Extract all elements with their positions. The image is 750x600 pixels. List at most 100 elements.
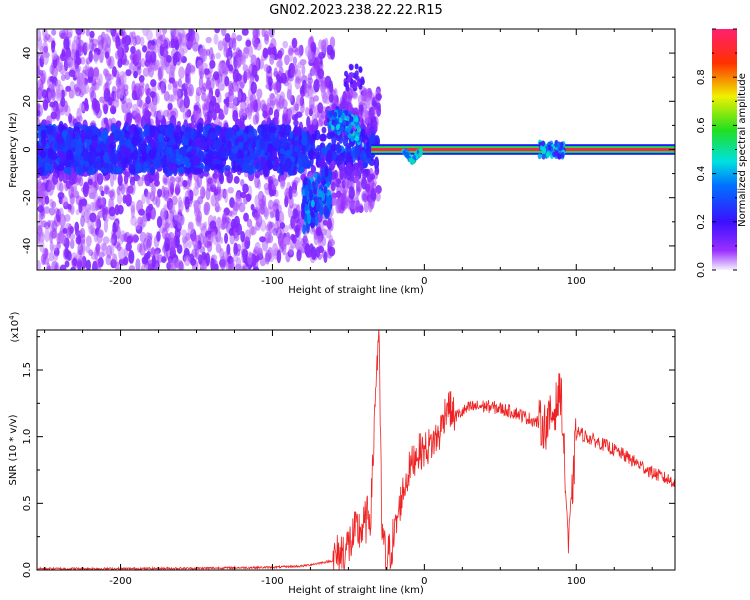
spectrogram-cell	[209, 59, 216, 69]
spectrogram-cell	[372, 100, 377, 107]
spectrogram-cell	[115, 261, 120, 270]
spectrogram-cell	[196, 122, 204, 134]
spectrogram-cell	[218, 128, 226, 140]
spectrogram-cell	[251, 140, 256, 151]
spectrogram-cell	[97, 210, 104, 219]
spectrogram-cell	[185, 41, 193, 48]
spectrogram-cell	[235, 257, 242, 270]
spectrogram-cell	[418, 147, 423, 153]
spectrogram-cell	[193, 112, 200, 122]
spectrogram-cell	[268, 126, 277, 133]
spectrogram-cell	[227, 102, 235, 109]
spectrogram-cell	[308, 108, 313, 117]
spectrogram-cell	[104, 51, 110, 59]
spectrogram-cell	[52, 244, 58, 252]
spectrogram-cell	[91, 77, 97, 87]
spectrogram-cell	[224, 164, 231, 172]
spectrogram-cell	[150, 79, 157, 87]
spectrogram-cell	[96, 230, 103, 244]
spectrogram-cell	[77, 164, 83, 176]
spectrogram-cell	[333, 111, 338, 118]
spectrogram-cell	[139, 231, 147, 243]
spectrogram-cell	[323, 251, 328, 264]
spectrogram-cell	[276, 70, 283, 80]
spectrogram-cell	[218, 173, 225, 185]
spectrogram-cell	[202, 82, 207, 92]
spectrogram-cell	[282, 40, 289, 49]
spectrogram-cell	[91, 97, 98, 110]
spectrogram-cell	[175, 236, 180, 248]
spectrogram-cell	[103, 184, 110, 192]
spectrogram-cell	[92, 180, 97, 188]
spectrogram-cell	[89, 212, 97, 223]
spectrogram-cell	[51, 201, 57, 209]
spectrogram-cell	[112, 221, 117, 234]
colorbar-gradient	[712, 29, 737, 270]
spectrogram-cell	[372, 170, 379, 180]
spectrogram-cell	[357, 94, 364, 106]
spectrogram-cell	[134, 114, 141, 123]
spectrogram-cell	[198, 76, 204, 90]
spectrogram-cell	[216, 216, 222, 231]
spectrogram-cell	[140, 57, 146, 68]
spectrogram-cell	[280, 163, 285, 176]
spectrogram-cell	[60, 234, 67, 245]
spectrogram-cell	[318, 189, 323, 198]
spectrogram-cell	[236, 34, 243, 42]
spectrogram-cell	[255, 149, 260, 159]
spectrogram-cell	[244, 155, 252, 164]
spectrogram-cell	[289, 131, 294, 140]
spectrogram-cell	[91, 139, 98, 149]
spectrogram-cell	[325, 221, 332, 228]
spectrogram-cell	[51, 260, 59, 270]
spectrogram-cell	[132, 149, 139, 161]
spectrogram-cell	[53, 214, 61, 227]
spectrogram-cell	[65, 149, 74, 161]
spectrogram-x-tick-label: 0	[421, 276, 427, 287]
spectrogram-cell	[318, 52, 325, 60]
spectrogram-cell	[148, 203, 154, 211]
spectrogram-cell	[117, 91, 124, 99]
spectrogram-cell	[143, 129, 151, 137]
spectrogram-cell	[297, 150, 302, 159]
spectrogram-cell	[183, 95, 190, 109]
spectrogram-cell	[288, 93, 293, 103]
spectrogram-cell	[172, 29, 179, 40]
spectrogram-cell	[319, 202, 324, 211]
spectrogram-cell	[177, 215, 185, 223]
spectrogram-cell	[134, 82, 141, 92]
spectrogram-cell	[250, 226, 257, 236]
spectrogram-cell	[240, 230, 246, 243]
spectrogram-cell	[59, 107, 65, 116]
spectrogram-cell	[148, 148, 157, 159]
spectrogram-cell	[346, 126, 351, 133]
spectrogram-cell	[302, 194, 307, 203]
spectrogram-cell	[154, 250, 160, 259]
spectrogram-cell	[260, 126, 267, 138]
spectrogram-cell	[169, 222, 175, 229]
spectrogram-cell	[358, 66, 363, 73]
spectrogram-cell	[141, 150, 148, 162]
spectrogram-cell	[135, 258, 141, 270]
spectrogram-cell	[284, 157, 293, 170]
spectrogram-cell	[94, 217, 101, 228]
spectrogram-cell	[307, 148, 314, 160]
spectrogram-cell	[354, 135, 359, 142]
spectrogram-cell	[167, 83, 172, 91]
spectrogram-cell	[130, 205, 135, 219]
spectrogram-cell	[282, 107, 289, 119]
spectrogram-cell	[92, 67, 100, 78]
spectrogram-cell	[244, 68, 252, 80]
spectrogram-cell	[170, 242, 176, 251]
spectrogram-cell	[321, 126, 327, 134]
spectrogram-cell	[317, 253, 323, 260]
spectrogram-cell	[164, 222, 170, 229]
spectrogram-cell	[232, 202, 238, 216]
spectrogram-cell	[159, 125, 164, 132]
spectrogram-cell	[241, 54, 247, 66]
spectrogram-cell	[91, 38, 99, 47]
spectrogram-cell	[214, 29, 221, 34]
spectrogram-cell	[239, 120, 245, 129]
spectrogram-cell	[97, 34, 105, 46]
